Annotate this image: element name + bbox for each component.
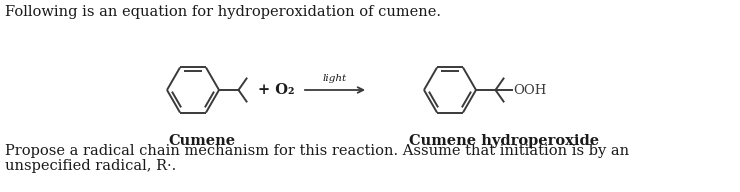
Text: + O₂: + O₂ <box>258 83 295 97</box>
Text: Cumene: Cumene <box>169 134 235 148</box>
Text: OOH: OOH <box>513 84 546 97</box>
Text: unspecified radical, R·.: unspecified radical, R·. <box>5 159 176 173</box>
Text: Following is an equation for hydroperoxidation of cumene.: Following is an equation for hydroperoxi… <box>5 5 441 19</box>
Text: Cumene hydroperoxide: Cumene hydroperoxide <box>409 134 599 148</box>
Text: light: light <box>323 74 347 83</box>
Text: Propose a radical chain mechanism for this reaction. Assume that initiation is b: Propose a radical chain mechanism for th… <box>5 144 629 158</box>
